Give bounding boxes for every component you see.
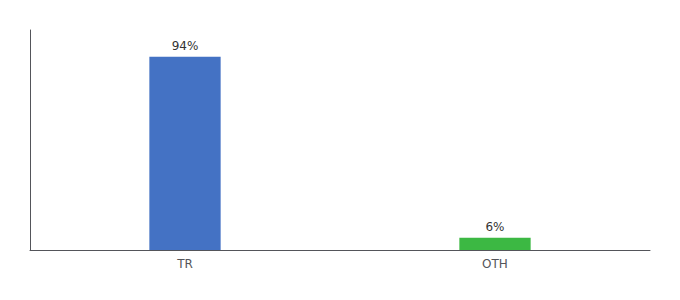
svg-text:TR: TR: [176, 257, 193, 271]
svg-text:94%: 94%: [172, 39, 199, 53]
svg-text:OTH: OTH: [482, 257, 508, 271]
svg-text:6%: 6%: [485, 220, 504, 234]
